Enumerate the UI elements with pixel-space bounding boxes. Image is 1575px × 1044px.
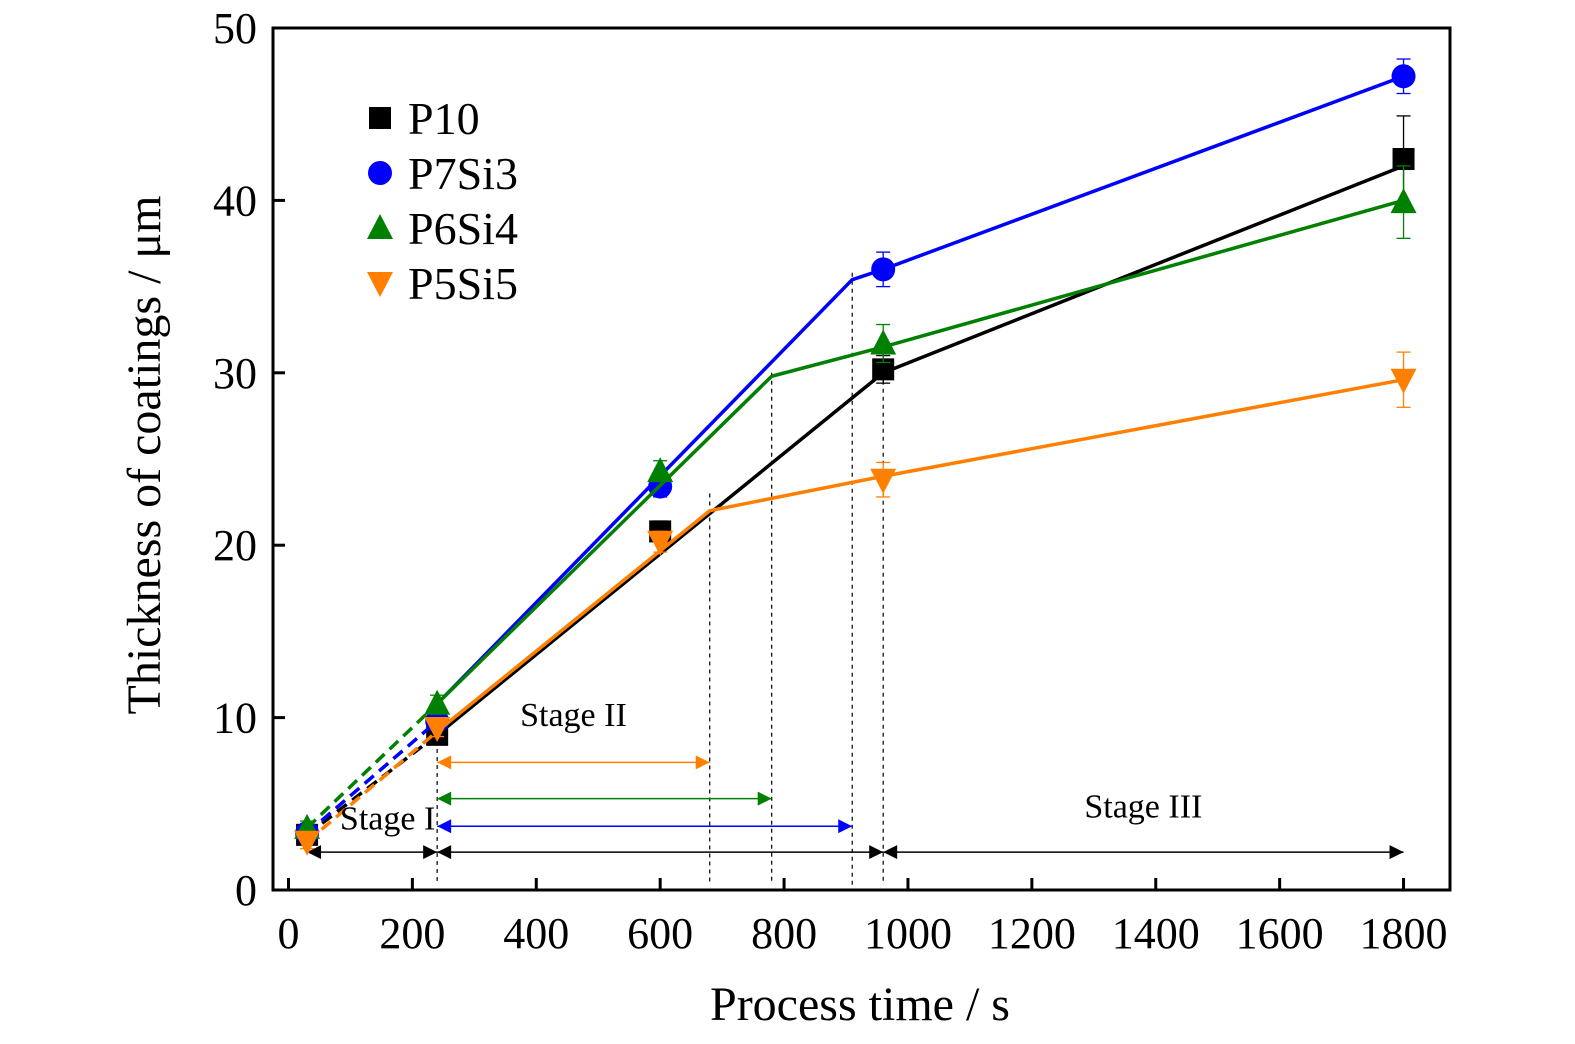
y-tick-label: 40	[213, 176, 257, 225]
legend-label: P5Si5	[408, 258, 518, 309]
fit-line-dashed	[305, 730, 439, 844]
data-point	[872, 358, 895, 381]
fit-line-solid	[435, 198, 1405, 706]
x-tick-label: 0	[277, 909, 299, 958]
x-tick-label: 1000	[864, 909, 952, 958]
data-point	[367, 272, 393, 297]
data-point	[647, 530, 674, 556]
y-tick-label: 10	[213, 694, 257, 743]
x-tick-label: 1600	[1236, 909, 1324, 958]
data-point	[368, 161, 392, 185]
x-tick-label: 400	[503, 909, 569, 958]
axis-ticks: 0 200 400 600 800 1000 1200 1400 1600 1800 0 10 20 30…	[213, 4, 1448, 958]
x-tick-label: 800	[751, 909, 817, 958]
fit-line-solid	[436, 164, 1405, 737]
y-tick-label: 20	[213, 521, 257, 570]
data-point	[1390, 368, 1417, 394]
x-tick-label: 600	[627, 909, 693, 958]
data-point	[367, 214, 393, 239]
y-tick-label: 30	[213, 349, 257, 398]
stage-label: Stage III	[1084, 789, 1202, 826]
stage-label: Stage I	[340, 801, 435, 838]
stage-annotations: Stage I Stage II Stage III	[340, 697, 1202, 837]
fit-line-solid	[436, 377, 1404, 733]
fit-line-dashed	[305, 702, 439, 830]
x-tick-label: 1800	[1360, 909, 1448, 958]
data-point	[870, 468, 897, 494]
x-tick-label: 1200	[988, 909, 1076, 958]
plot-area	[271, 26, 1452, 892]
stage-arrows	[307, 755, 1404, 860]
fit-line-dashed	[305, 719, 439, 835]
data-point	[870, 329, 897, 355]
x-tick-label: 1400	[1112, 909, 1200, 958]
series-p6si4	[294, 165, 1417, 839]
x-axis-label: Process time / s	[710, 978, 1010, 1031]
y-tick-label: 50	[213, 4, 257, 53]
data-point	[1390, 188, 1417, 214]
legend-label: P10	[408, 93, 480, 144]
plot-frame	[271, 26, 1452, 892]
data-point	[647, 457, 674, 483]
data-point	[1391, 64, 1416, 89]
y-tick-label: 0	[235, 866, 257, 915]
data-point	[294, 830, 321, 856]
legend-label: P6Si4	[408, 203, 518, 254]
fit-line-solid	[435, 74, 1405, 706]
data-point	[1392, 148, 1415, 171]
legend-label: P7Si3	[408, 148, 518, 199]
x-tick-label: 200	[379, 909, 445, 958]
data-point	[871, 257, 896, 282]
series-p5si5	[294, 351, 1417, 856]
y-axis-label: Thickness of coatings / μm	[118, 196, 171, 715]
data-point	[424, 689, 451, 715]
series-group	[294, 58, 1417, 856]
stage-label: Stage II	[520, 697, 627, 734]
data-point	[369, 107, 391, 129]
data-point	[424, 716, 451, 742]
